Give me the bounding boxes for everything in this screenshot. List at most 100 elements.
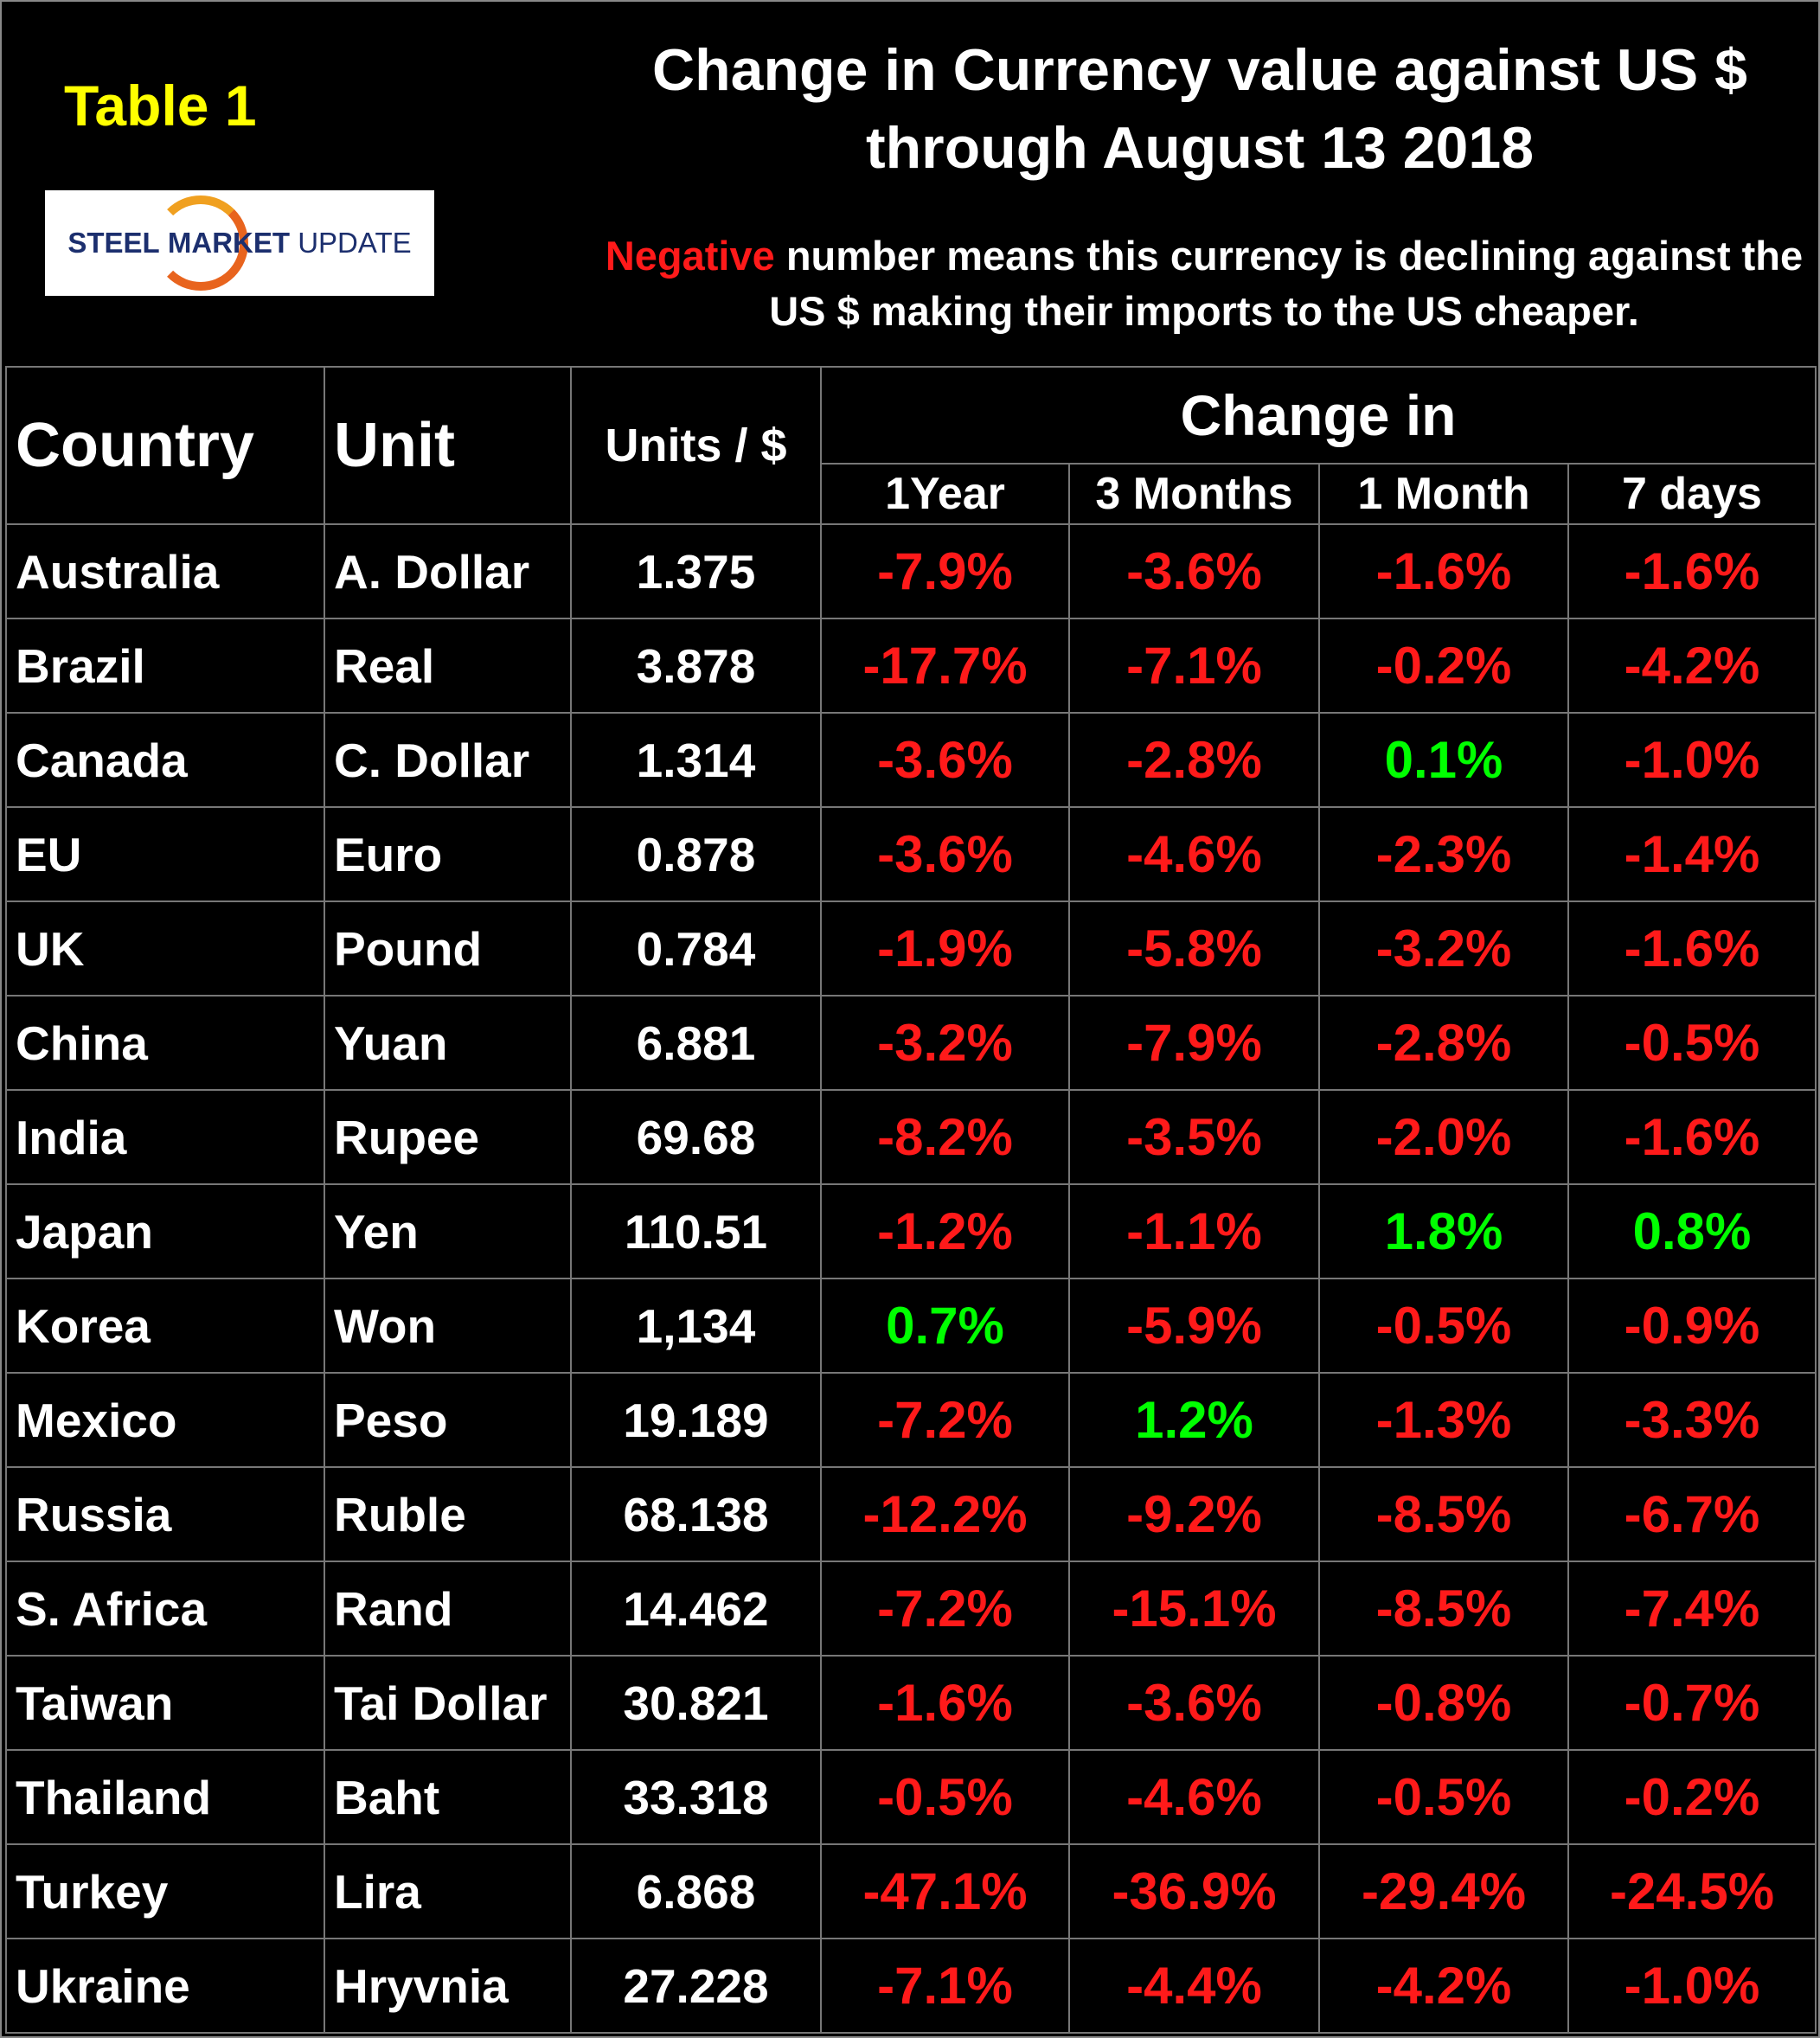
value-cell: -12.2% <box>820 1466 1070 1562</box>
value-cell: 69.68 <box>570 1089 822 1185</box>
table-row: Thailand Baht 33.318 -0.5% -4.6% -0.5% -0.2% <box>5 1749 1817 1845</box>
table-row: Turkey Lira 6.868 -47.1% -36.9% -29.4% -24.5% <box>5 1843 1817 1939</box>
text-cell: Taiwan <box>5 1655 325 1751</box>
value-cell: -7.2% <box>820 1561 1070 1657</box>
value-cell: -47.1% <box>820 1843 1070 1939</box>
value-cell: -9.2% <box>1068 1466 1320 1562</box>
currency-table: Country Unit Units / $ Change in 1Year 3 Mont… <box>5 366 1817 2034</box>
value-cell: -8.2% <box>820 1089 1070 1185</box>
value-cell: -3.2% <box>820 995 1070 1091</box>
table-row: UK Pound 0.784 -1.9% -5.8% -3.2% -1.6% <box>5 900 1817 997</box>
table-row: Australia A. Dollar 1.375 -7.9% -3.6% -1.6% -1… <box>5 523 1817 619</box>
text-cell: Baht <box>324 1749 572 1845</box>
value-cell: -0.5% <box>1318 1278 1569 1374</box>
text-cell: Yuan <box>324 995 572 1091</box>
text-cell: UK <box>5 900 325 997</box>
value-cell: 6.868 <box>570 1843 822 1939</box>
text-cell: Hryvnia <box>324 1938 572 2034</box>
value-cell: -0.5% <box>1567 995 1817 1091</box>
table-row: Japan Yen 110.51 -1.2% -1.1% 1.8% 0.8% <box>5 1183 1817 1279</box>
table-row: China Yuan 6.881 -3.2% -7.9% -2.8% -0.5% <box>5 995 1817 1091</box>
table-row: Russia Ruble 68.138 -12.2% -9.2% -8.5% -6.7% <box>5 1466 1817 1562</box>
value-cell: 1.314 <box>570 712 822 808</box>
text-cell: Pound <box>324 900 572 997</box>
value-cell: -3.6% <box>1068 523 1320 619</box>
table-label: Table 1 <box>64 74 257 138</box>
text-cell: Won <box>324 1278 572 1374</box>
table-row: India Rupee 69.68 -8.2% -3.5% -2.0% -1.6% <box>5 1089 1817 1185</box>
value-cell: -1.1% <box>1068 1183 1320 1279</box>
value-cell: -7.2% <box>820 1372 1070 1468</box>
value-cell: 110.51 <box>570 1183 822 1279</box>
text-cell: Tai Dollar <box>324 1655 572 1751</box>
value-cell: -2.8% <box>1068 712 1320 808</box>
value-cell: 0.784 <box>570 900 822 997</box>
header-row: Country Unit Units / $ Change in <box>5 366 1817 525</box>
value-cell: 1.375 <box>570 523 822 619</box>
value-cell: -8.5% <box>1318 1466 1569 1562</box>
column-header: 3 Months <box>1068 463 1320 525</box>
value-cell: -1.6% <box>820 1655 1070 1751</box>
value-cell: -36.9% <box>1068 1843 1320 1939</box>
text-cell: Mexico <box>5 1372 325 1468</box>
title: Change in Currency value against US $ th… <box>590 31 1810 187</box>
text-cell: Euro <box>324 806 572 902</box>
text-cell: Thailand <box>5 1749 325 1845</box>
column-header: 1 Month <box>1318 463 1569 525</box>
value-cell: -0.9% <box>1567 1278 1817 1374</box>
text-cell: C. Dollar <box>324 712 572 808</box>
table-row: EU Euro 0.878 -3.6% -4.6% -2.3% -1.4% <box>5 806 1817 902</box>
text-cell: Real <box>324 618 572 714</box>
value-cell: 30.821 <box>570 1655 822 1751</box>
table-row: Brazil Real 3.878 -17.7% -7.1% -0.2% -4.2% <box>5 618 1817 714</box>
value-cell: -1.9% <box>820 900 1070 997</box>
value-cell: -8.5% <box>1318 1561 1569 1657</box>
table-row: Canada C. Dollar 1.314 -3.6% -2.8% 0.1% -1.0% <box>5 712 1817 808</box>
value-cell: -3.6% <box>1068 1655 1320 1751</box>
value-cell: -1.0% <box>1567 1938 1817 2034</box>
value-cell: -1.6% <box>1567 900 1817 997</box>
value-cell: -1.0% <box>1567 712 1817 808</box>
table-row: Mexico Peso 19.189 -7.2% 1.2% -1.3% -3.3% <box>5 1372 1817 1468</box>
text-cell: EU <box>5 806 325 902</box>
value-cell: -29.4% <box>1318 1843 1569 1939</box>
logo-word: MARKET <box>167 227 291 259</box>
value-cell: -3.5% <box>1068 1089 1320 1185</box>
title-line: through August 13 2018 <box>865 115 1535 181</box>
text-cell: Brazil <box>5 618 325 714</box>
table-row: S. Africa Rand 14.462 -7.2% -15.1% -8.5% -7.4% <box>5 1561 1817 1657</box>
value-cell: -1.6% <box>1318 523 1569 619</box>
value-cell: -0.2% <box>1318 618 1569 714</box>
value-cell: -7.1% <box>820 1938 1070 2034</box>
value-cell: -4.2% <box>1567 618 1817 714</box>
value-cell: 0.7% <box>820 1278 1070 1374</box>
column-header: Country <box>5 366 325 525</box>
value-cell: -5.8% <box>1068 900 1320 997</box>
value-cell: -0.7% <box>1567 1655 1817 1751</box>
text-cell: Korea <box>5 1278 325 1374</box>
column-header: 1Year <box>820 463 1070 525</box>
value-cell: -24.5% <box>1567 1843 1817 1939</box>
value-cell: -2.0% <box>1318 1089 1569 1185</box>
value-cell: -4.6% <box>1068 1749 1320 1845</box>
text-cell: India <box>5 1089 325 1185</box>
value-cell: -7.1% <box>1068 618 1320 714</box>
group-header: Change in <box>820 366 1817 465</box>
value-cell: 1,134 <box>570 1278 822 1374</box>
text-cell: Rupee <box>324 1089 572 1185</box>
text-cell: Peso <box>324 1372 572 1468</box>
logo-word: UPDATE <box>298 227 412 259</box>
table-row: Korea Won 1,134 0.7% -5.9% -0.5% -0.9% <box>5 1278 1817 1374</box>
value-cell: -3.6% <box>820 712 1070 808</box>
value-cell: -0.5% <box>1318 1749 1569 1845</box>
value-cell: -15.1% <box>1068 1561 1320 1657</box>
value-cell: -1.2% <box>820 1183 1070 1279</box>
header-row: 1Year 3 Months 1 Month 7 days <box>6 463 1817 525</box>
value-cell: -1.3% <box>1318 1372 1569 1468</box>
logo-word: STEEL <box>67 227 160 259</box>
value-cell: -0.5% <box>820 1749 1070 1845</box>
value-cell: 1.2% <box>1068 1372 1320 1468</box>
text-cell: Lira <box>324 1843 572 1939</box>
table-body: Australia A. Dollar 1.375 -7.9% -3.6% -1.6% -1… <box>5 523 1817 2034</box>
